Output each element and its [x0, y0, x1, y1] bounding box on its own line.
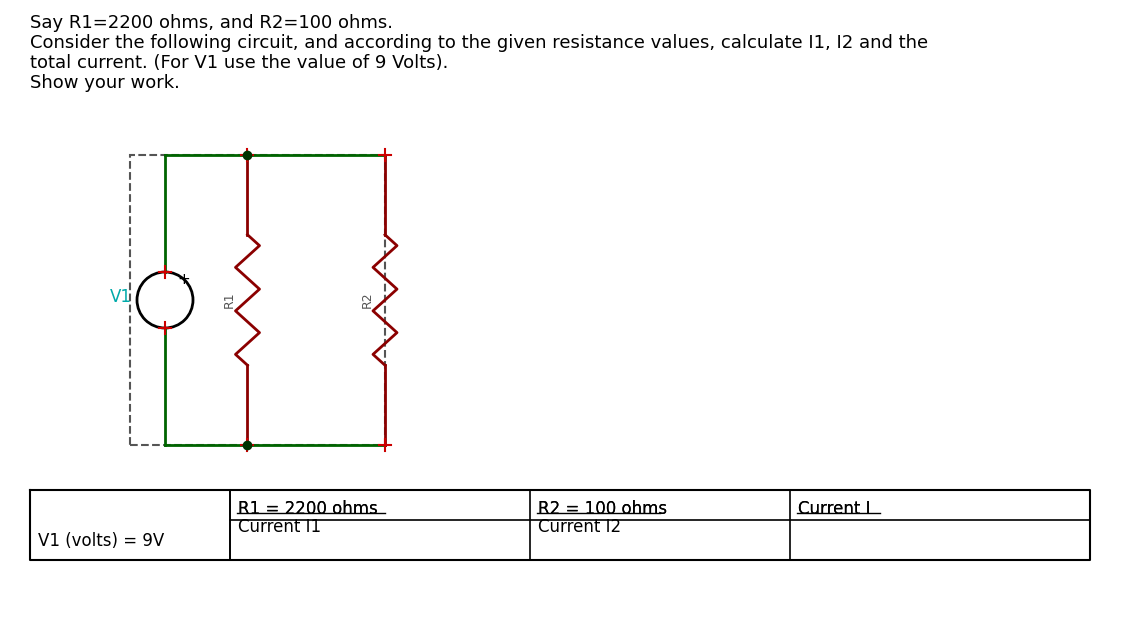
Text: +: +: [177, 273, 190, 287]
Text: Show your work.: Show your work.: [30, 74, 180, 92]
Text: Current I: Current I: [798, 500, 871, 518]
Text: Say R1=2200 ohms, and R2=100 ohms.: Say R1=2200 ohms, and R2=100 ohms.: [30, 14, 393, 32]
Text: R2: R2: [360, 292, 374, 308]
Text: Current I: Current I: [798, 500, 871, 518]
Text: R1: R1: [223, 292, 236, 308]
Text: R2 = 100 ohms: R2 = 100 ohms: [539, 500, 668, 518]
Text: Consider the following circuit, and according to the given resistance values, ca: Consider the following circuit, and acco…: [30, 34, 928, 52]
Text: Current I2: Current I2: [539, 518, 622, 536]
Text: V1: V1: [110, 288, 132, 306]
Text: Current I1: Current I1: [238, 518, 321, 536]
Text: V1 (volts) = 9V: V1 (volts) = 9V: [38, 532, 164, 550]
Text: R1 = 2200 ohms: R1 = 2200 ohms: [238, 500, 378, 518]
Text: R2 = 100 ohms: R2 = 100 ohms: [539, 500, 668, 518]
Text: total current. (For V1 use the value of 9 Volts).: total current. (For V1 use the value of …: [30, 54, 449, 72]
Text: R1 = 2200 ohms: R1 = 2200 ohms: [238, 500, 378, 518]
